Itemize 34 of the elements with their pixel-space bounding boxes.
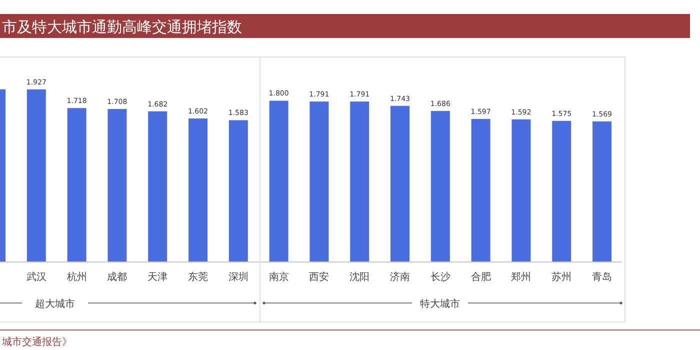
bar [350,102,370,262]
bar [310,102,329,262]
x-tick-label: 成都 [107,271,128,283]
bar [108,108,127,262]
bar [228,120,248,262]
x-tick-label: 沈阳 [350,271,370,283]
bar [148,111,168,262]
x-tick-label: 杭州 [66,271,87,283]
text: 特大城市 [420,298,460,310]
x-tick-label: 武汉 [26,271,46,283]
x-tick-label: 济南 [390,271,410,283]
text: 城市交通报告》 [1,336,72,348]
bar [188,118,208,262]
bar [67,108,86,262]
x-tick-label: 西安 [309,271,330,283]
x-tick-label: 苏州 [552,271,572,283]
x-tick-label: 长沙 [430,271,450,283]
bar [471,118,490,262]
bar [26,89,46,262]
bar [592,121,612,262]
text: 超大城市 [35,298,75,310]
x-tick-label: 青岛 [592,271,612,283]
bar [552,120,572,262]
x-tick-label: 深圳 [228,271,248,283]
x-tick-label: 天津 [148,271,168,283]
x-tick-label: 南京 [268,271,289,283]
bar [512,119,531,262]
x-tick-label: 东莞 [188,271,208,283]
x-tick-label: 郑州 [511,271,532,283]
bar [269,100,288,262]
chart-title: 市及特大城市通勤高峰交通拥堵指数 [2,18,242,36]
x-tick-label: 合肥 [470,271,491,283]
bar [390,106,410,262]
bar [430,110,450,262]
